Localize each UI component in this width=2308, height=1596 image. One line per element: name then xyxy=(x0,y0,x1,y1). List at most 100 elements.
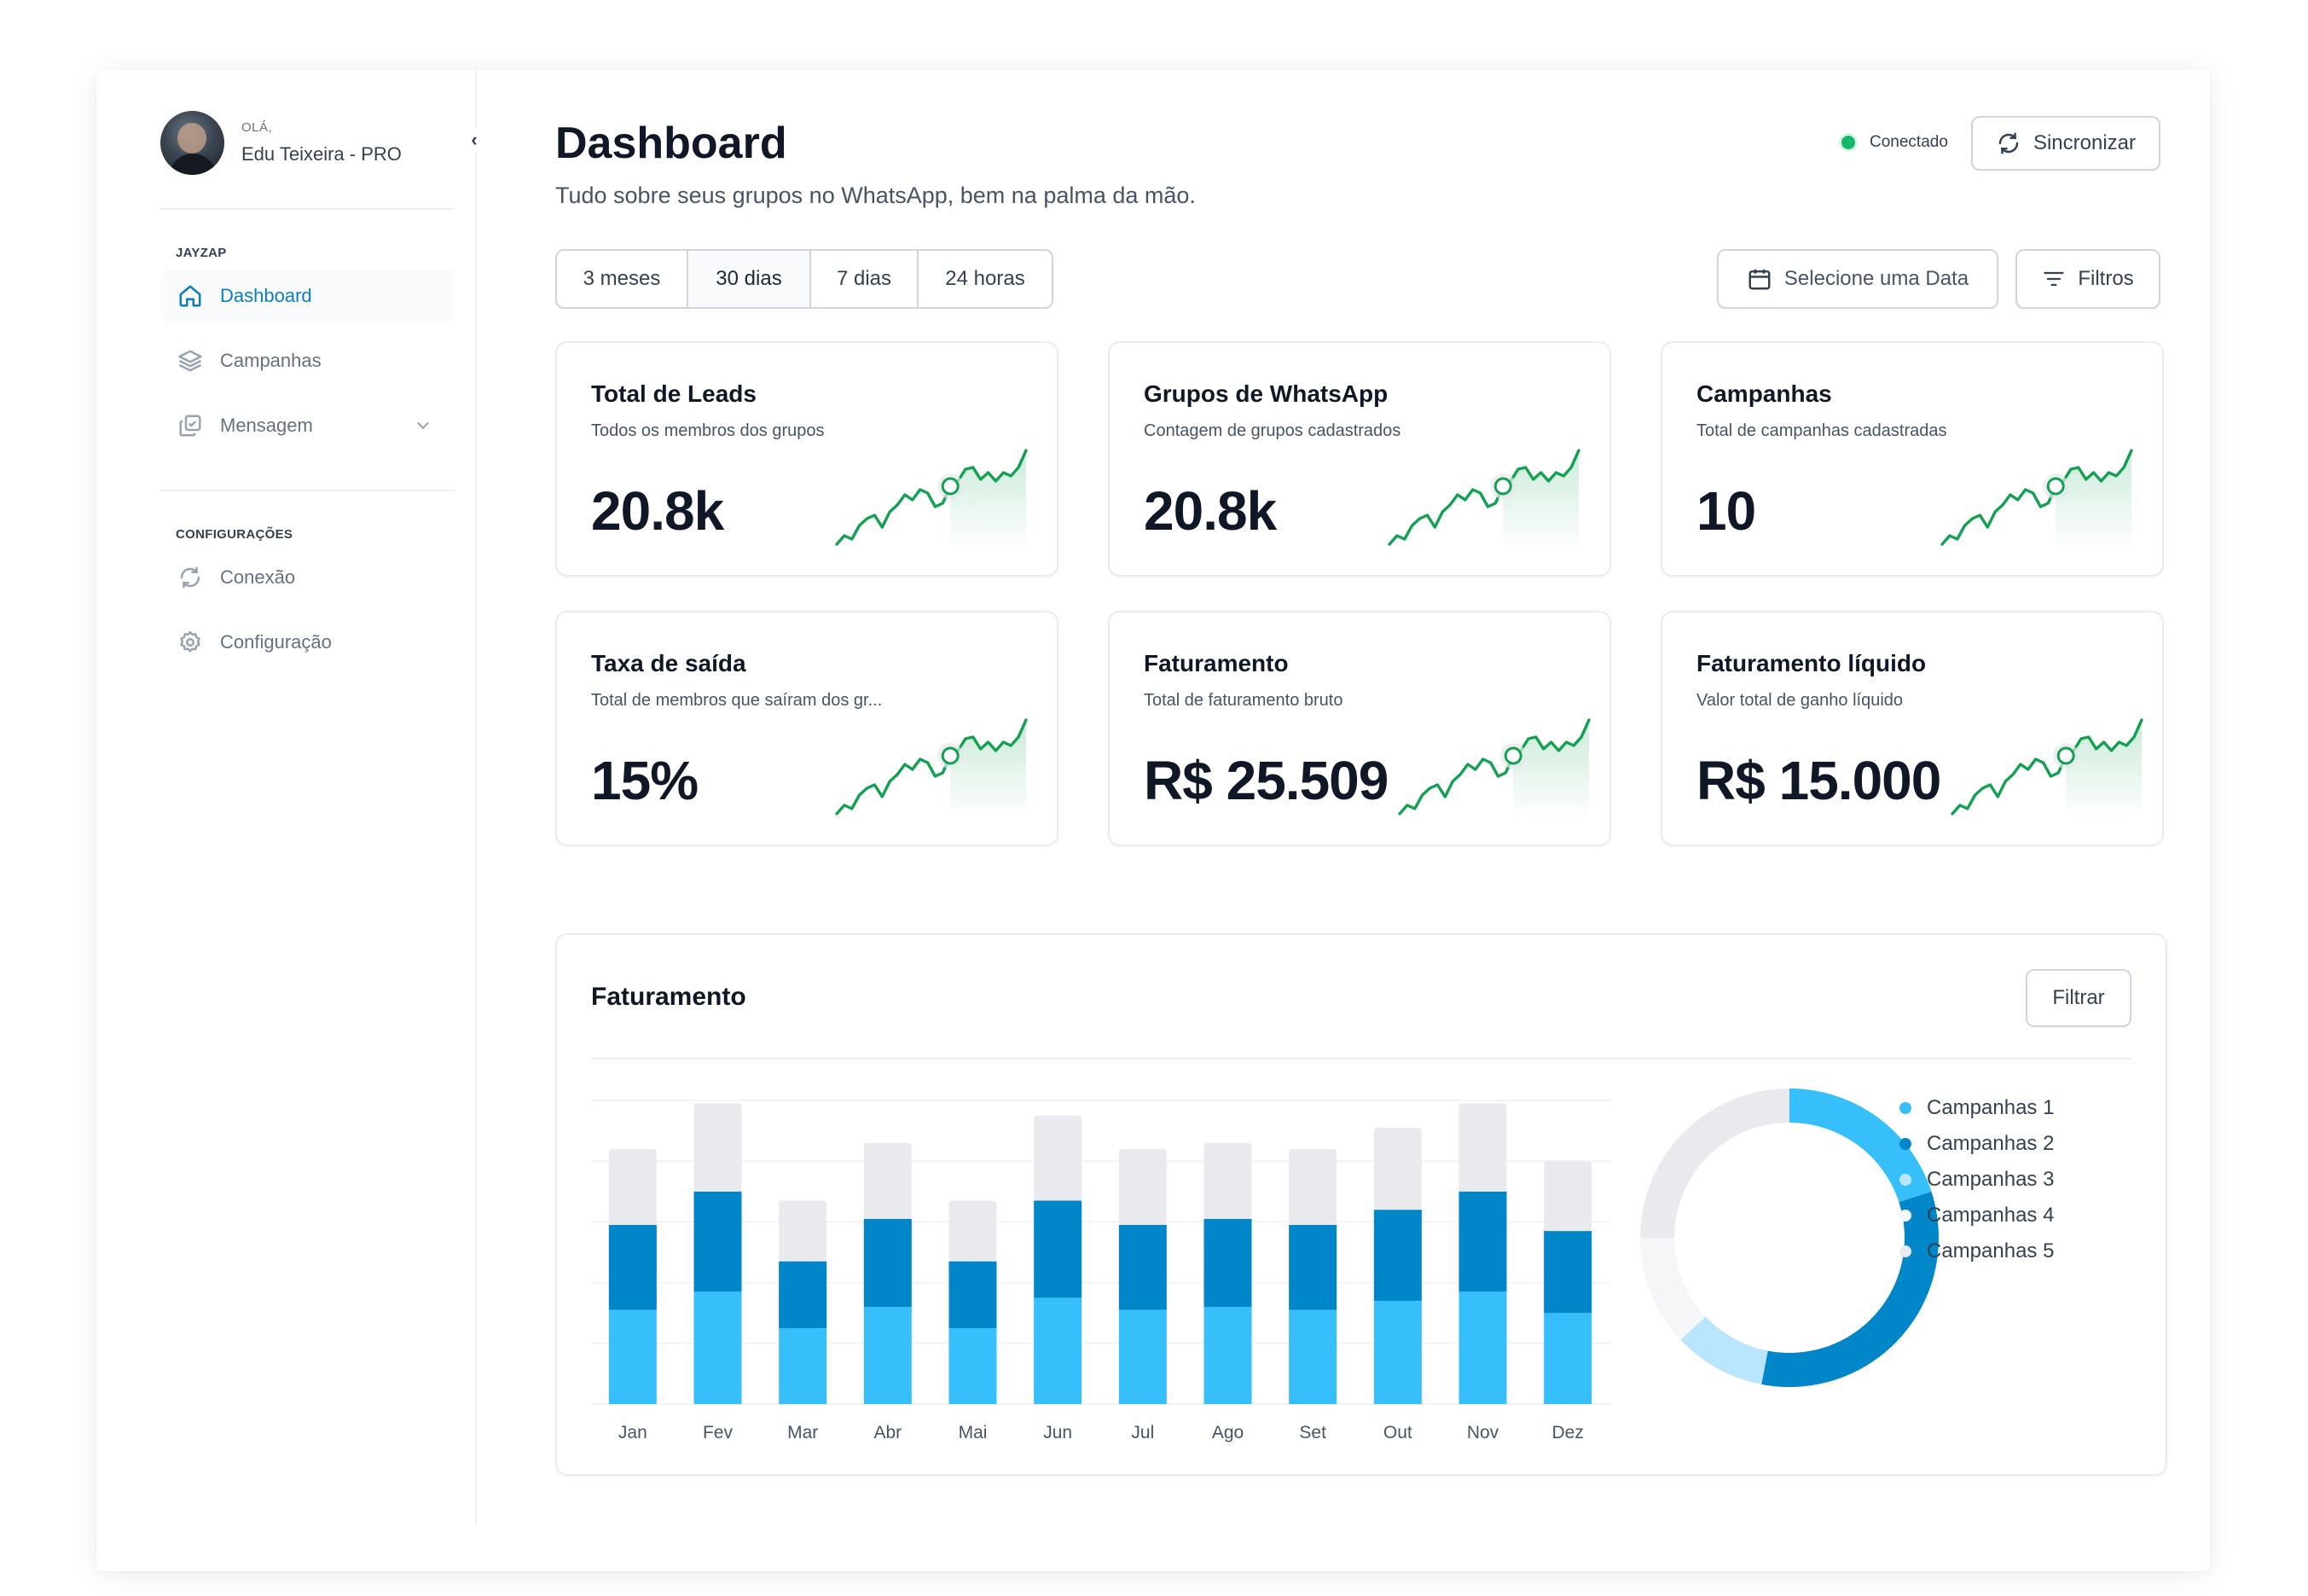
calendar-icon xyxy=(1747,266,1772,292)
x-tick-label: Jul xyxy=(1131,1423,1154,1442)
kpi-subtitle: Valor total de ganho líquido xyxy=(1696,691,1904,710)
divider xyxy=(160,208,455,210)
sidebar-item-label: Configuração xyxy=(220,631,332,653)
bar-segment xyxy=(1203,1218,1252,1308)
campaign-donut-chart xyxy=(1640,1088,1939,1387)
bar-segment xyxy=(1034,1200,1082,1298)
kpi-card[interactable]: Total de Leads Todos os membros dos grup… xyxy=(555,341,1058,577)
sidebar-item-label: Campanhas xyxy=(220,350,322,371)
legend-item: Campanhas 5 xyxy=(1899,1233,2054,1269)
messages-icon xyxy=(177,413,203,438)
range-option-24-horas[interactable]: 24 horas xyxy=(945,267,1025,290)
kpi-title: Grupos de WhatsApp xyxy=(1144,380,1389,407)
kpi-value: 20.8k xyxy=(591,480,724,542)
x-tick-label: Fev xyxy=(703,1423,734,1442)
page-subtitle: Tudo sobre seus grupos no WhatsApp, bem … xyxy=(555,183,1196,208)
sync-button[interactable]: Sincronizar xyxy=(1971,116,2160,171)
sparkline-area xyxy=(1503,450,1579,549)
sparkline-line xyxy=(1388,449,1580,546)
x-tick-label: Abr xyxy=(873,1423,902,1442)
kpi-sparkline xyxy=(1398,718,1591,819)
bar-segment xyxy=(779,1261,827,1328)
x-tick-label: Mar xyxy=(787,1423,818,1442)
donut-slice xyxy=(1640,1088,1789,1238)
filters-button[interactable]: Filtros xyxy=(2015,249,2160,309)
bar-segment xyxy=(1289,1148,1337,1225)
kpi-card[interactable]: Taxa de saída Total de membros que saíra… xyxy=(555,611,1058,846)
status-label: Conectado xyxy=(1870,133,1948,151)
sparkline-highlight-point xyxy=(2056,746,2075,765)
sidebar-item-mensagem[interactable]: Mensagem xyxy=(160,399,455,452)
sparkline-highlight-point xyxy=(1504,746,1522,765)
kpi-subtitle: Total de campanhas cadastradas xyxy=(1696,421,1947,440)
sparkline-area xyxy=(1513,720,1589,819)
sidebar: OLÁ, Edu Teixeira - PRO ‹ JAYZAP Dashboa… xyxy=(96,70,487,1524)
chevron-down-icon[interactable] xyxy=(414,416,432,439)
kpi-subtitle: Total de membros que saíram dos gr... xyxy=(591,691,883,710)
bar-segment xyxy=(948,1200,997,1262)
status-dot-icon xyxy=(1841,136,1855,149)
bar-segment xyxy=(779,1328,827,1404)
x-tick-label: Set xyxy=(1299,1423,1326,1442)
x-tick-label: Jun xyxy=(1043,1423,1072,1442)
kpi-sparkline xyxy=(835,718,1028,819)
x-tick-label: Jan xyxy=(618,1423,647,1442)
collapse-sidebar-chevron-icon[interactable]: ‹ xyxy=(461,128,487,154)
bar-segment xyxy=(948,1328,997,1404)
kpi-sparkline xyxy=(1940,449,2133,549)
range-option-7-dias[interactable]: 7 dias xyxy=(811,251,919,307)
legend-item: Campanhas 1 xyxy=(1899,1090,2054,1126)
sparkline-highlight-point xyxy=(941,746,960,765)
bar-segment xyxy=(1544,1231,1592,1314)
user-profile[interactable]: OLÁ, Edu Teixeira - PRO xyxy=(160,111,402,175)
kpi-subtitle: Todos os membros dos grupos xyxy=(591,421,825,440)
sparkline-line xyxy=(1951,718,2143,815)
avatar[interactable] xyxy=(160,111,224,175)
sparkline-area xyxy=(950,720,1026,819)
range-option-30-dias[interactable]: 30 dias xyxy=(688,251,811,307)
sparkline-line xyxy=(1398,718,1591,815)
bar-segment xyxy=(1203,1307,1252,1404)
bar-segment xyxy=(1118,1148,1167,1225)
donut-slice xyxy=(1789,1088,1932,1203)
legend-label: Campanhas 2 xyxy=(1927,1132,2055,1155)
bar-segment xyxy=(1544,1161,1592,1232)
sidebar-item-configuracao[interactable]: Configuração xyxy=(160,616,455,669)
kpi-value: 10 xyxy=(1696,480,1756,542)
kpi-card[interactable]: Faturamento líquido Valor total de ganho… xyxy=(1661,611,2164,846)
sparkline-line xyxy=(835,718,1028,815)
legend-label: Campanhas 5 xyxy=(1927,1239,2055,1262)
donut-legend: Campanhas 1 Campanhas 2 Campanhas 3 Campanh… xyxy=(1899,1090,2054,1269)
legend-item: Campanhas 4 xyxy=(1899,1198,2054,1233)
kpi-card[interactable]: Faturamento Total de faturamento bruto R… xyxy=(1108,611,1611,846)
bar-segment xyxy=(1373,1128,1422,1210)
filter-lines-icon xyxy=(2042,267,2066,291)
bar-segment xyxy=(1118,1224,1167,1310)
kpi-subtitle: Total de faturamento bruto xyxy=(1144,691,1343,710)
bar-segment xyxy=(1373,1300,1422,1404)
bar-segment xyxy=(1458,1191,1507,1292)
kpi-value: R$ 25.509 xyxy=(1144,750,1389,811)
kpi-card[interactable]: Campanhas Total de campanhas cadastradas… xyxy=(1661,341,2164,577)
range-option-3-meses[interactable]: 3 meses xyxy=(557,251,688,307)
sparkline-area xyxy=(2066,720,2142,819)
legend-swatch-icon xyxy=(1899,1174,1911,1186)
revenue-bar-chart: Jan Fev Mar Abr Mai Jun Jul Ago Set Out Nov Dez xyxy=(591,1100,1611,1442)
divider xyxy=(591,1058,2131,1059)
sidebar-item-label: Mensagem xyxy=(220,415,313,436)
bar-segment xyxy=(1458,1291,1507,1404)
bar-segment xyxy=(693,1291,742,1404)
sidebar-item-label: Conexão xyxy=(220,566,296,588)
bar-segment xyxy=(608,1148,657,1225)
donut-slice xyxy=(1640,1238,1706,1340)
sidebar-item-conexao[interactable]: Conexão xyxy=(160,551,455,604)
kpi-title: Total de Leads xyxy=(591,380,757,407)
bar-segment xyxy=(1203,1142,1252,1219)
date-picker-button[interactable]: Selecione uma Data xyxy=(1717,249,1998,309)
filter-button[interactable]: Filtrar xyxy=(2026,969,2131,1027)
sidebar-item-dashboard[interactable]: Dashboard xyxy=(160,270,455,322)
bar-segment xyxy=(863,1142,912,1219)
kpi-card[interactable]: Grupos de WhatsApp Contagem de grupos ca… xyxy=(1108,341,1611,577)
sidebar-item-campanhas[interactable]: Campanhas xyxy=(160,334,455,387)
legend-swatch-icon xyxy=(1899,1245,1911,1257)
